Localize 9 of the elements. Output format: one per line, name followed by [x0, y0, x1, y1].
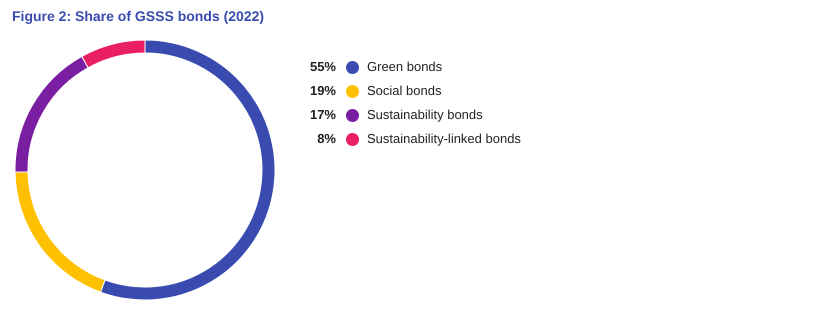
legend-label: Social bonds: [367, 82, 442, 100]
legend-label: Green bonds: [367, 58, 442, 76]
chart-title: Figure 2: Share of GSSS bonds (2022): [12, 8, 264, 24]
legend-label: Sustainability bonds: [367, 106, 483, 124]
data-label: 8%: [316, 130, 336, 148]
data-label: 55%: [308, 58, 336, 76]
legend-label: Sustainability-linked bonds: [367, 130, 521, 148]
data-label: 17%: [308, 106, 336, 124]
data-label: 19%: [308, 82, 336, 100]
